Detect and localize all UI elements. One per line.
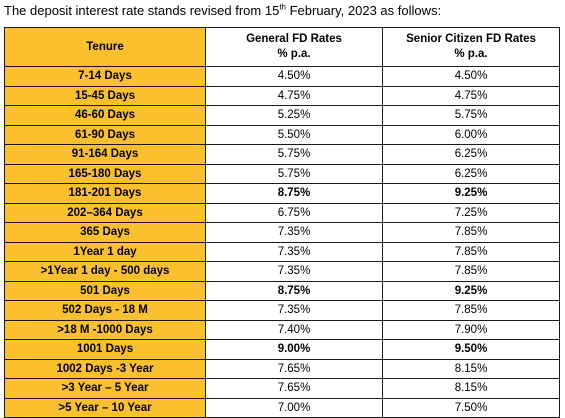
senior-rate-cell: 9.25% [382, 183, 560, 204]
tenure-cell: 165-180 Days [4, 163, 206, 184]
table-row: 61-90 Days 5.50% 6.00% [4, 124, 560, 145]
senior-rate-cell: 7.85% [382, 241, 560, 262]
table-row: 15-45 Days 4.75% 4.75% [4, 85, 560, 106]
tenure-cell: 61-90 Days [4, 124, 206, 145]
intro-text: The deposit interest rate stands revised… [4, 3, 441, 19]
general-rate-cell: 5.50% [205, 124, 383, 145]
tenure-cell: 7-14 Days [4, 66, 206, 87]
senior-rate-cell: 6.00% [382, 124, 560, 145]
table-row: >18 M -1000 Days 7.40% 7.90% [4, 319, 560, 340]
table-row: 502 Days - 18 M 7.35% 7.85% [4, 300, 560, 321]
senior-rate-header-unit: % p.a. [454, 48, 488, 60]
table-row: 1Year 1 day 7.35% 7.85% [4, 241, 560, 262]
general-rate-cell: 8.75% [205, 280, 383, 301]
senior-rate-cell: 6.25% [382, 144, 560, 165]
table-row: 165-180 Days 5.75% 6.25% [4, 163, 560, 184]
table-row: 1002 Days -3 Year 7.65% 8.15% [4, 358, 560, 379]
tenure-cell: 202–364 Days [4, 202, 206, 223]
general-rate-cell: 7.35% [205, 222, 383, 243]
table-body: 7-14 Days 4.50% 4.50% 15-45 Days 4.75% 4.75% 4… [4, 66, 560, 418]
general-rate-header-unit: % p.a. [277, 48, 311, 60]
senior-rate-cell: 7.85% [382, 261, 560, 282]
general-rate-cell: 9.00% [205, 339, 383, 360]
tenure-cell: >3 Year – 5 Year [4, 378, 206, 399]
general-rate-cell: 5.75% [205, 144, 383, 165]
senior-rate-cell: 7.85% [382, 300, 560, 321]
senior-rate-cell: 4.50% [382, 66, 560, 87]
table-row: 181-201 Days 8.75% 9.25% [4, 183, 560, 204]
tenure-cell: 502 Days - 18 M [4, 300, 206, 321]
table-row: >1Year 1 day - 500 days 7.35% 7.85% [4, 261, 560, 282]
general-rate-cell: 4.75% [205, 85, 383, 106]
general-rate-header-title: General FD Rates [246, 33, 342, 45]
tenure-cell: 46-60 Days [4, 105, 206, 126]
tenure-cell: 501 Days [4, 280, 206, 301]
general-rate-cell: 5.75% [205, 163, 383, 184]
senior-rate-cell: 5.75% [382, 105, 560, 126]
table-row: 365 Days 7.35% 7.85% [4, 222, 560, 243]
senior-rate-header: Senior Citizen FD Rates % p.a. [382, 27, 560, 67]
table-header: Tenure General FD Rates % p.a. Senior Ci… [4, 27, 560, 67]
table-row: >5 Year – 10 Year 7.00% 7.50% [4, 397, 560, 418]
tenure-cell: 15-45 Days [4, 85, 206, 106]
senior-rate-cell: 7.90% [382, 319, 560, 340]
tenure-header-label: Tenure [86, 40, 124, 53]
fd-rates-table: Tenure General FD Rates % p.a. Senior Ci… [4, 27, 560, 418]
senior-rate-cell: 8.15% [382, 358, 560, 379]
general-rate-cell: 6.75% [205, 202, 383, 223]
general-rate-cell: 7.40% [205, 319, 383, 340]
senior-rate-cell: 4.75% [382, 85, 560, 106]
general-rate-cell: 7.65% [205, 358, 383, 379]
table-row: >3 Year – 5 Year 7.65% 8.15% [4, 378, 560, 399]
tenure-cell: >5 Year – 10 Year [4, 397, 206, 418]
general-rate-cell: 7.00% [205, 397, 383, 418]
header-row: Tenure General FD Rates % p.a. Senior Ci… [4, 27, 560, 67]
senior-rate-header-title: Senior Citizen FD Rates [406, 33, 536, 45]
general-rate-header: General FD Rates % p.a. [205, 27, 383, 67]
table-row: 1001 Days 9.00% 9.50% [4, 339, 560, 360]
table-row: 7-14 Days 4.50% 4.50% [4, 66, 560, 87]
general-rate-cell: 8.75% [205, 183, 383, 204]
tenure-cell: 1002 Days -3 Year [4, 358, 206, 379]
general-rate-cell: 7.35% [205, 261, 383, 282]
table-row: 91-164 Days 5.75% 6.25% [4, 144, 560, 165]
general-rate-cell: 4.50% [205, 66, 383, 87]
intro-text-before: The deposit interest rate stands revised… [4, 3, 280, 18]
table-row: 501 Days 8.75% 9.25% [4, 280, 560, 301]
general-rate-cell: 7.35% [205, 300, 383, 321]
tenure-cell: 365 Days [4, 222, 206, 243]
tenure-cell: 91-164 Days [4, 144, 206, 165]
senior-rate-cell: 9.50% [382, 339, 560, 360]
general-rate-cell: 7.65% [205, 378, 383, 399]
senior-rate-cell: 8.15% [382, 378, 560, 399]
senior-rate-cell: 9.25% [382, 280, 560, 301]
general-rate-cell: 7.35% [205, 241, 383, 262]
table-row: 46-60 Days 5.25% 5.75% [4, 105, 560, 126]
tenure-cell: 181-201 Days [4, 183, 206, 204]
tenure-cell: >1Year 1 day - 500 days [4, 261, 206, 282]
senior-rate-cell: 6.25% [382, 163, 560, 184]
senior-rate-cell: 7.85% [382, 222, 560, 243]
tenure-cell: >18 M -1000 Days [4, 319, 206, 340]
senior-rate-cell: 7.50% [382, 397, 560, 418]
tenure-cell: 1Year 1 day [4, 241, 206, 262]
intro-text-superscript: th [279, 2, 286, 12]
general-rate-cell: 5.25% [205, 105, 383, 126]
tenure-cell: 1001 Days [4, 339, 206, 360]
intro-text-after: February, 2023 as follows: [285, 3, 442, 18]
tenure-header: Tenure [4, 27, 206, 67]
senior-rate-cell: 7.25% [382, 202, 560, 223]
table-row: 202–364 Days 6.75% 7.25% [4, 202, 560, 223]
